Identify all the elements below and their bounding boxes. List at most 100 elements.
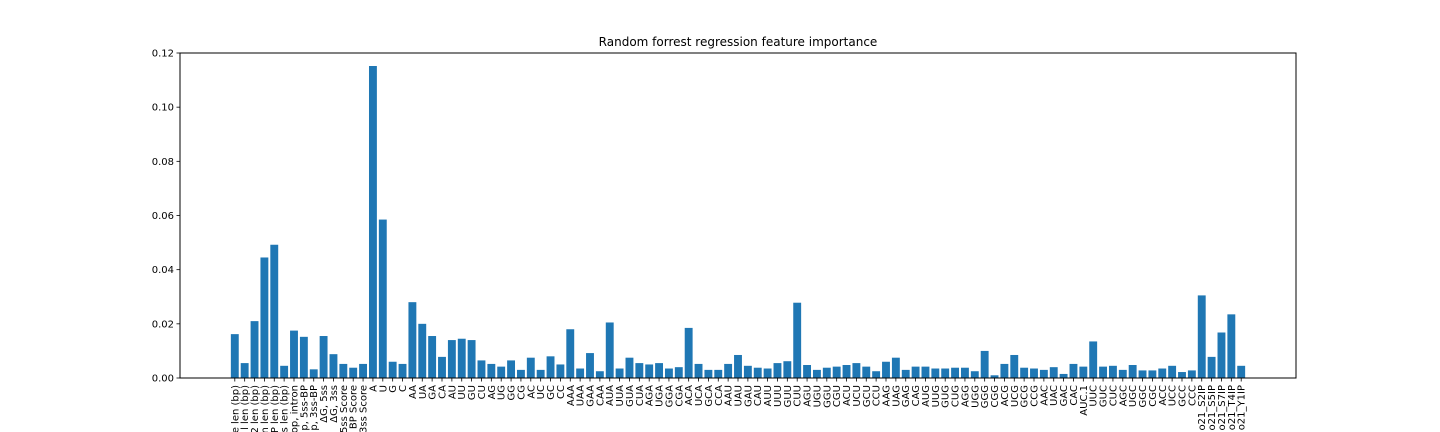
x-axis: e len (bp)l len (bp)2 len (bp)n len (bp)… (230, 378, 1248, 432)
bar (921, 366, 930, 379)
x-tick-label: C (398, 385, 409, 392)
bar (526, 357, 535, 378)
x-tick-label: n len (bp) (260, 385, 271, 432)
x-tick-label: GCA (704, 385, 715, 407)
x-tick-label: GAG (901, 385, 912, 407)
bar (793, 302, 802, 378)
x-tick-label: o21_S2IP (1197, 385, 1208, 431)
bar (536, 369, 545, 379)
bar (951, 367, 960, 378)
x-tick-label: GAA (586, 385, 597, 407)
bar (635, 363, 644, 378)
x-tick-label: AUG (921, 385, 932, 407)
x-tick-label: UAG (891, 385, 902, 407)
x-tick-label: ACA (684, 385, 695, 406)
bar (408, 302, 417, 378)
bar (546, 356, 555, 378)
x-tick-label: UCU (852, 385, 863, 407)
x-tick-label: CG (516, 385, 527, 400)
x-tick-label: 3ss Score (359, 385, 370, 432)
bar (1108, 365, 1117, 378)
bar (872, 371, 881, 378)
bar (1059, 373, 1068, 378)
bar (882, 361, 890, 378)
bar (664, 368, 673, 378)
x-tick-label: o21_S7IP (1217, 385, 1228, 431)
bar (763, 368, 772, 378)
bar (368, 66, 377, 378)
x-tick-label: GUU (783, 385, 794, 407)
bar (428, 336, 437, 378)
x-tick-label: CUC (1108, 385, 1119, 406)
bar (970, 371, 979, 378)
x-tick-label: CGG (990, 385, 1001, 407)
bar (803, 365, 812, 378)
bar (1079, 366, 1088, 379)
x-tick-label: AUA (605, 385, 616, 406)
bar (349, 367, 358, 378)
bar (1049, 367, 1058, 378)
bar (625, 357, 634, 378)
x-tick-label: AAC (1039, 385, 1050, 406)
x-tick-label: GCG (1020, 385, 1031, 407)
bar (743, 365, 752, 378)
x-tick-label: CUA (635, 385, 646, 406)
bar (240, 363, 249, 378)
bar (615, 368, 624, 378)
bar (1158, 368, 1167, 378)
bar (714, 369, 723, 379)
bar (1000, 363, 1009, 378)
bar (773, 363, 782, 378)
x-tick-label: ΔG, 5ss (319, 385, 330, 423)
x-tick-label: UG (497, 385, 508, 400)
y-tick-label: 0.06 (152, 211, 174, 222)
x-tick-label: GGA (664, 385, 675, 407)
x-tick-label: CAU (753, 385, 764, 406)
x-tick-label: UAU (734, 385, 745, 406)
bar (507, 360, 516, 378)
bar (832, 366, 841, 379)
x-tick-label: op, intron (290, 385, 301, 432)
bar (1237, 365, 1246, 378)
x-tick-label: ACU (842, 385, 853, 406)
x-tick-label: CA (438, 385, 449, 399)
bar (724, 363, 733, 378)
x-tick-label: AU (447, 385, 458, 399)
x-tick-label: CAA (595, 385, 606, 406)
x-tick-label: UU (457, 385, 468, 400)
bar (487, 363, 496, 378)
bar (1069, 363, 1078, 378)
x-tick-label: l len (bp) (240, 385, 251, 430)
x-tick-label: GAC (1059, 385, 1070, 406)
x-tick-label: CCG (1030, 385, 1041, 407)
x-tick-label: CUU (793, 385, 804, 407)
x-tick-label: UCA (694, 385, 705, 406)
x-tick-label: ACG (1000, 385, 1011, 406)
x-tick-label: GAU (743, 385, 754, 407)
bar (467, 340, 476, 378)
bar (359, 363, 368, 378)
bar (378, 219, 387, 378)
x-tick-label: UUC (1089, 385, 1100, 407)
x-tick-label: AUC.1 (1079, 385, 1090, 416)
x-tick-label: CGA (674, 385, 685, 407)
x-tick-label: p, 3ss-BP (309, 385, 320, 431)
bar (734, 354, 742, 378)
x-tick-label: UCG (1010, 385, 1021, 407)
bar (1138, 370, 1147, 378)
x-tick-label: CGU (832, 385, 843, 407)
x-tick-label: GUC (1099, 385, 1110, 407)
x-tick-label: AC (526, 385, 537, 399)
bar (250, 321, 259, 379)
x-tick-label: G (388, 385, 399, 393)
x-tick-label: CAC (1069, 385, 1080, 406)
x-tick-label: AGC (1118, 385, 1129, 406)
bar (1020, 367, 1029, 378)
x-tick-label: CAG (911, 385, 922, 406)
bar (497, 366, 506, 379)
x-tick-label: CU (477, 385, 488, 399)
bar (270, 244, 279, 378)
bar (674, 367, 683, 378)
bar (911, 366, 920, 379)
x-tick-label: GGG (980, 385, 991, 408)
